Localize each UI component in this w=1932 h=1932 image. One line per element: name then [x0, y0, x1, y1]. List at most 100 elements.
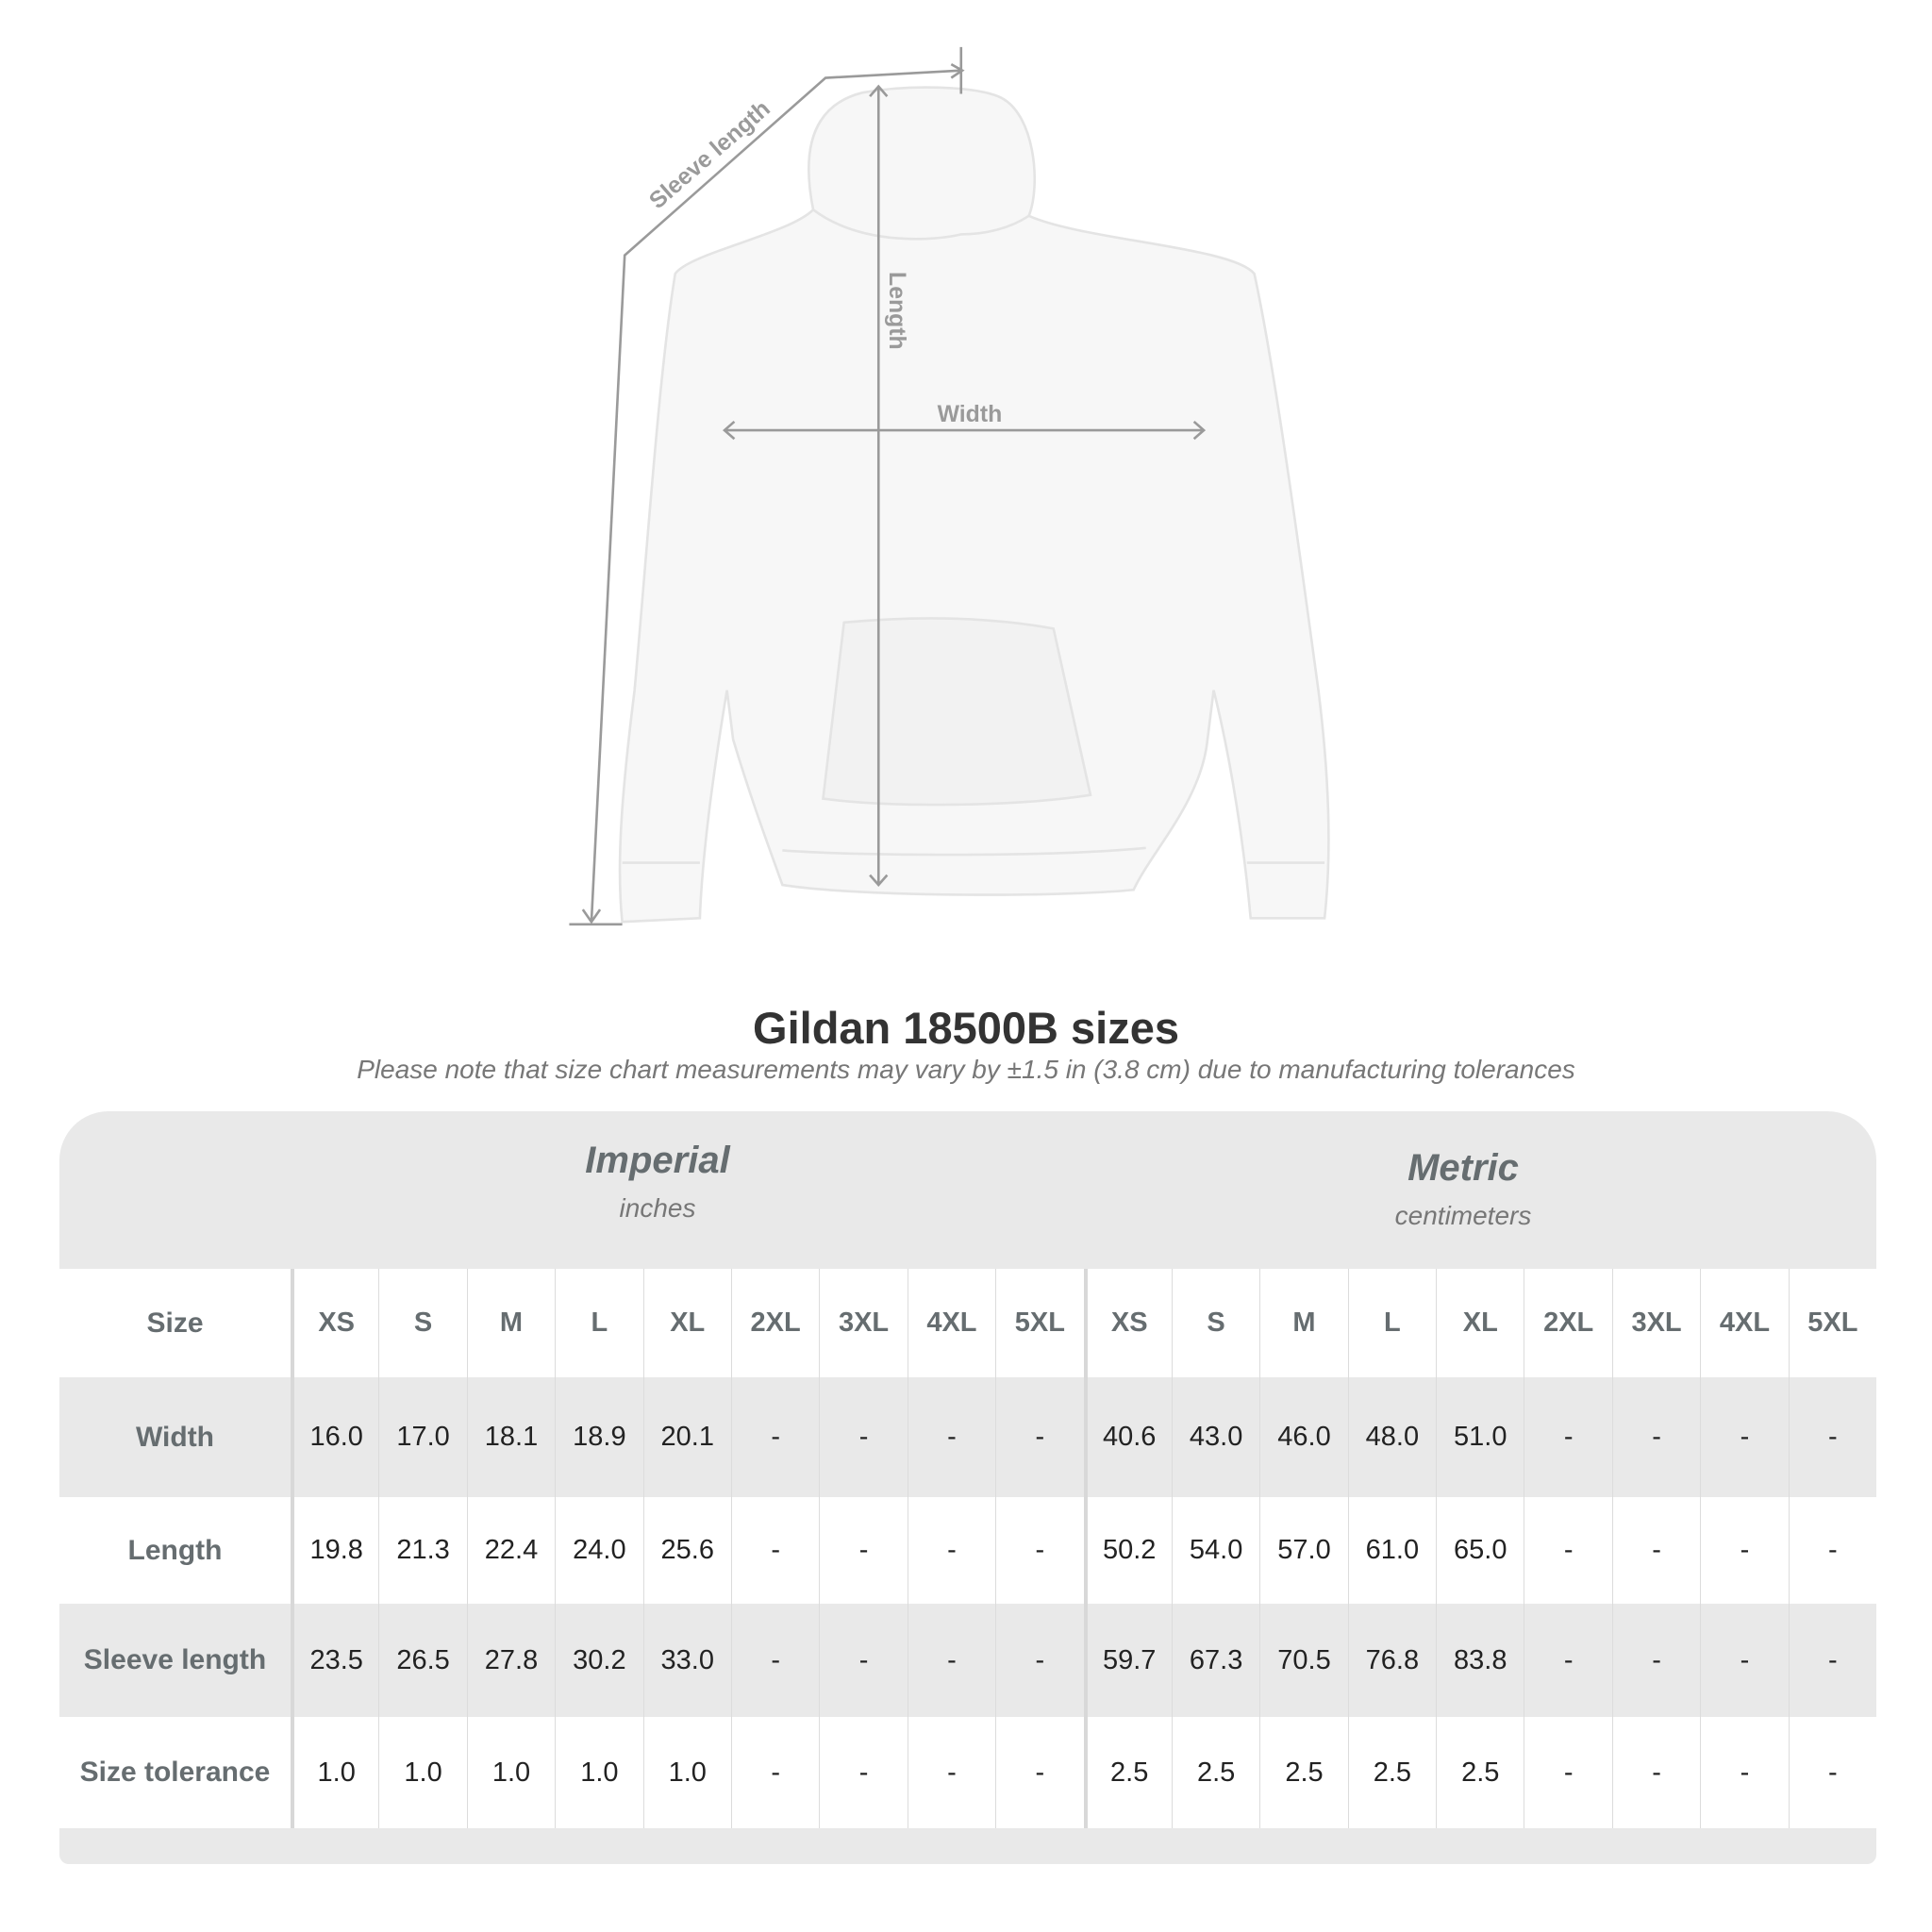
imperial-cell: 20.1	[642, 1377, 731, 1497]
imperial-size-header: 2XL	[730, 1269, 819, 1377]
imperial-size-header: XS	[291, 1269, 378, 1377]
size-table: Imperial inches Metric centimeters Size X…	[59, 1111, 1876, 1864]
hoodie-illustration: Sleeve length Length Width	[569, 46, 1330, 926]
metric-cell: 2.5	[1171, 1717, 1259, 1828]
width-label: Width	[938, 402, 1003, 427]
imperial-cell: 26.5	[378, 1604, 466, 1717]
imperial-cell: -	[819, 1604, 907, 1717]
imperial-cell: -	[995, 1717, 1083, 1828]
metric-cell: 54.0	[1171, 1497, 1259, 1604]
metric-cell: 48.0	[1347, 1377, 1436, 1497]
metric-size-header: M	[1259, 1269, 1347, 1377]
metric-cell: 57.0	[1259, 1497, 1347, 1604]
imperial-cell: 30.2	[555, 1604, 642, 1717]
imperial-cell: -	[907, 1497, 995, 1604]
imperial-cell: 1.0	[555, 1717, 642, 1828]
metric-cell: -	[1788, 1604, 1876, 1717]
imperial-cell: -	[995, 1377, 1083, 1497]
metric-size-header: 5XL	[1788, 1269, 1876, 1377]
imperial-header: Imperial inches	[261, 1140, 1054, 1224]
metric-header: Metric centimeters	[1067, 1147, 1859, 1231]
imperial-cell: -	[730, 1604, 819, 1717]
table-row: Size tolerance 1.0 1.0 1.0 1.0 1.0- - - -2.5 2.5 2…	[59, 1717, 1876, 1828]
table-row: Width 16.0 17.0 18.1 18.9 20.1- - - -40.6 43.0 46.…	[59, 1377, 1876, 1497]
imperial-size-header: L	[555, 1269, 642, 1377]
imperial-cell: 24.0	[555, 1497, 642, 1604]
metric-size-header: 4XL	[1700, 1269, 1788, 1377]
imperial-cell: 23.5	[291, 1604, 378, 1717]
imperial-cell: -	[730, 1377, 819, 1497]
metric-cell: 2.5	[1436, 1717, 1524, 1828]
metric-cell: -	[1611, 1604, 1700, 1717]
row-label: Width	[135, 1421, 215, 1453]
imperial-cell: 16.0	[291, 1377, 378, 1497]
imperial-cell: 19.8	[291, 1497, 378, 1604]
metric-cell: -	[1700, 1717, 1788, 1828]
imperial-cell: -	[907, 1377, 995, 1497]
imperial-size-header: 3XL	[819, 1269, 907, 1377]
imperial-cell: 1.0	[466, 1717, 555, 1828]
table-row: Sleeve length 23.5 26.5 27.8 30.2 33.0- - - -59.…	[59, 1604, 1876, 1717]
metric-cell: 61.0	[1347, 1497, 1436, 1604]
metric-cell: -	[1611, 1377, 1700, 1497]
metric-cell: 76.8	[1347, 1604, 1436, 1717]
sleeve-length-label: Sleeve length	[644, 96, 774, 214]
metric-size-header: L	[1347, 1269, 1436, 1377]
metric-cell: -	[1788, 1377, 1876, 1497]
metric-cell: 51.0	[1436, 1377, 1524, 1497]
metric-size-header: XS	[1083, 1269, 1172, 1377]
metric-cell: 65.0	[1436, 1497, 1524, 1604]
metric-cell: 2.5	[1259, 1717, 1347, 1828]
metric-cell: -	[1788, 1717, 1876, 1828]
row-label: Length	[127, 1534, 223, 1566]
imperial-cell: 1.0	[642, 1717, 731, 1828]
tolerance-note: Please note that size chart measurements…	[357, 1055, 1575, 1084]
metric-cell: -	[1524, 1377, 1611, 1497]
imperial-cell: -	[907, 1604, 995, 1717]
imperial-cell: -	[819, 1717, 907, 1828]
metric-cell: -	[1524, 1497, 1611, 1604]
imperial-size-header: XL	[642, 1269, 731, 1377]
imperial-cell: 33.0	[642, 1604, 731, 1717]
imperial-cell: 18.1	[466, 1377, 555, 1497]
imperial-cell: 1.0	[291, 1717, 378, 1828]
imperial-cell: -	[907, 1717, 995, 1828]
metric-cell: 43.0	[1171, 1377, 1259, 1497]
measurement-lines	[569, 46, 1207, 926]
metric-cell: 46.0	[1259, 1377, 1347, 1497]
imperial-cell: -	[995, 1497, 1083, 1604]
page-title: Gildan 18500B sizes	[753, 1003, 1179, 1053]
metric-size-header: 3XL	[1611, 1269, 1700, 1377]
hoodie-image	[618, 86, 1330, 924]
imperial-unit: inches	[619, 1193, 696, 1223]
imperial-cell: -	[819, 1497, 907, 1604]
imperial-cell: 17.0	[378, 1377, 466, 1497]
metric-cell: 83.8	[1436, 1604, 1524, 1717]
metric-cell: 70.5	[1259, 1604, 1347, 1717]
imperial-cell: 27.8	[466, 1604, 555, 1717]
imperial-size-header: M	[466, 1269, 555, 1377]
metric-size-header: XL	[1436, 1269, 1524, 1377]
metric-cell: -	[1611, 1497, 1700, 1604]
imperial-cell: -	[995, 1604, 1083, 1717]
row-label: Size tolerance	[79, 1757, 271, 1788]
metric-title: Metric	[1407, 1147, 1519, 1189]
imperial-cell: 18.9	[555, 1377, 642, 1497]
metric-cell: 2.5	[1347, 1717, 1436, 1828]
metric-cell: 50.2	[1083, 1497, 1172, 1604]
metric-cell: -	[1700, 1497, 1788, 1604]
imperial-cell: 25.6	[642, 1497, 731, 1604]
metric-cell: 2.5	[1083, 1717, 1172, 1828]
imperial-cell: 1.0	[378, 1717, 466, 1828]
imperial-cell: -	[730, 1717, 819, 1828]
imperial-cell: 21.3	[378, 1497, 466, 1604]
metric-cell: -	[1700, 1377, 1788, 1497]
imperial-size-header: S	[378, 1269, 466, 1377]
metric-cell: -	[1524, 1604, 1611, 1717]
metric-cell: -	[1700, 1604, 1788, 1717]
table-row: Length 19.8 21.3 22.4 24.0 25.6- - - -50.2 54.0 57…	[59, 1497, 1876, 1604]
metric-cell: 67.3	[1171, 1604, 1259, 1717]
length-label: Length	[884, 272, 909, 350]
metric-size-header: S	[1171, 1269, 1259, 1377]
size-header-row: Size XS S M L XL 2XL 3XL 4XL 5XL XS S M L XL 2XL 3XL 4XL 5…	[59, 1269, 1876, 1377]
